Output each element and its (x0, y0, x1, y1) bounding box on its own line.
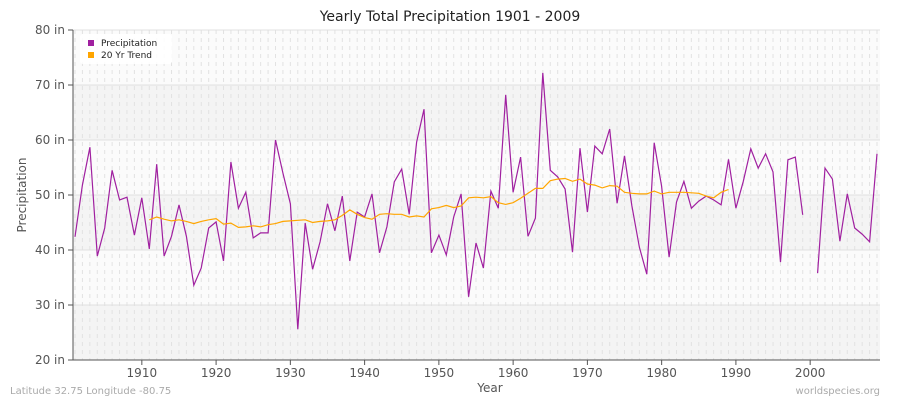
x-tick-label: 1920 (201, 366, 232, 380)
legend-label-precipitation: Precipitation (101, 39, 157, 49)
legend-swatch-precipitation (88, 40, 94, 46)
x-tick-label: 1930 (275, 366, 306, 380)
legend-label-trend: 20 Yr Trend (101, 51, 152, 61)
footer-source: worldspecies.org (796, 386, 880, 397)
x-axis-label: Year (476, 381, 502, 395)
y-tick-label: 30 in (35, 298, 65, 312)
x-tick-label: 1940 (349, 366, 380, 380)
x-tick-label: 1950 (424, 366, 455, 380)
y-tick-label: 50 in (35, 188, 65, 202)
x-tick-label: 1970 (572, 366, 603, 380)
legend-box (80, 34, 172, 64)
chart-title: Yearly Total Precipitation 1901 - 2009 (319, 9, 581, 25)
y-tick-label: 80 in (35, 23, 65, 37)
legend: Precipitation 20 Yr Trend (80, 34, 172, 64)
trend-line (149, 177, 729, 229)
footer-location: Latitude 32.75 Longitude -80.75 (10, 386, 171, 397)
y-tick-label: 70 in (35, 78, 65, 92)
y-tick-label: 20 in (35, 353, 65, 367)
x-tick-label: 1960 (498, 366, 529, 380)
x-tick-label: 1980 (646, 366, 677, 380)
precipitation-line (74, 72, 804, 330)
y-tick-label: 40 in (35, 243, 65, 257)
x-tick-label: 1910 (127, 366, 158, 380)
y-axis-label: Precipitation (15, 157, 29, 232)
precipitation-line (817, 153, 878, 274)
legend-swatch-trend (88, 52, 94, 58)
y-tick-label: 60 in (35, 133, 65, 147)
x-tick-label: 2000 (795, 366, 826, 380)
x-tick-label: 1990 (721, 366, 752, 380)
